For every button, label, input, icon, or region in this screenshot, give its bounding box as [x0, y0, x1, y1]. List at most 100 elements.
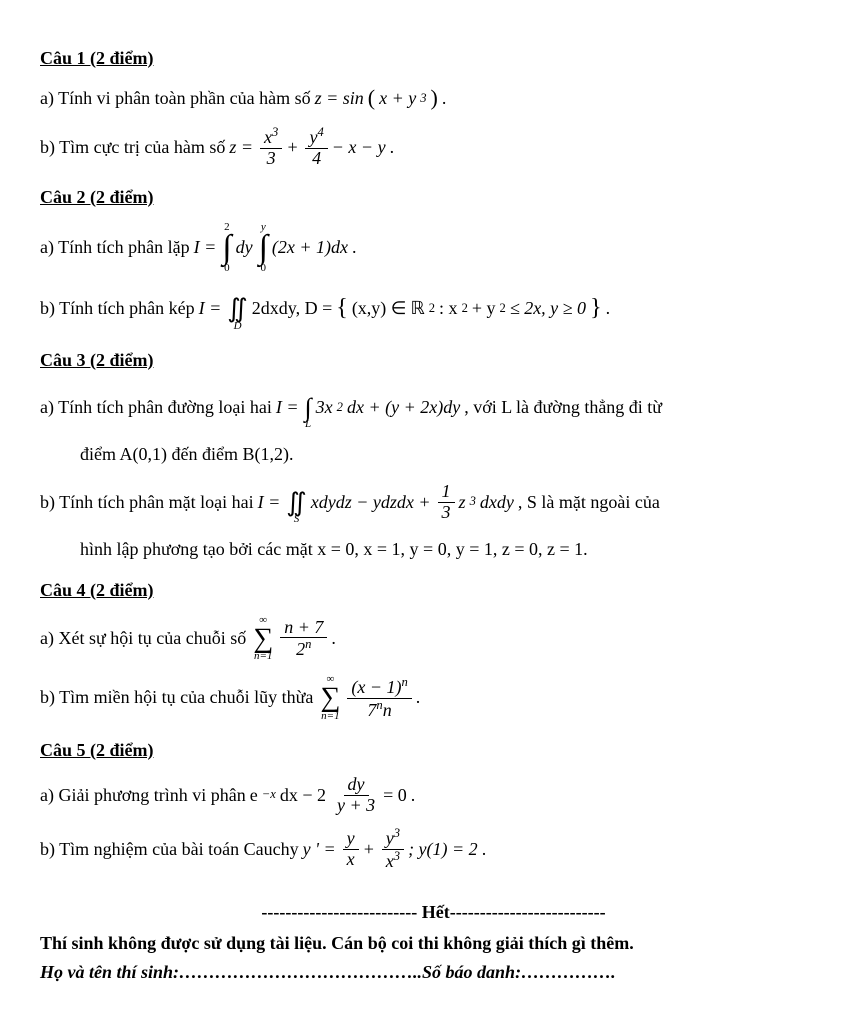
q3-a-line2: điểm A(0,1) đến điểm B(1,2).	[80, 442, 827, 467]
q2-b-pre: b) Tính tích phân kép	[40, 296, 195, 321]
q5-title: Câu 5 (2 điểm)	[40, 738, 827, 763]
q3-a-I: I =	[276, 395, 299, 420]
q5-b-f2n: y	[386, 828, 394, 848]
q2-b-int-sub: D	[234, 321, 242, 332]
q5-a-frac: dy y + 3	[333, 775, 379, 816]
q5-b-f1d: x	[343, 850, 359, 870]
q4-b-num1: (x − 1)	[351, 677, 401, 697]
q4-a-frac: n + 7 2n	[280, 618, 327, 661]
q1-b-post: .	[390, 135, 395, 160]
q5-b-body1: y ' =	[303, 837, 336, 862]
q3-a-pre: a) Tính tích phân đường loại hai	[40, 395, 272, 420]
end-separator: -------------------------- Hết----------…	[40, 900, 827, 925]
q4-a-den1: 2	[296, 639, 305, 659]
q4-b-num-exp: n	[401, 675, 407, 689]
integral-icon: ∫	[259, 233, 268, 264]
q5-a-body3: = 0	[383, 783, 407, 808]
q2-b-iint: ∬ D	[227, 286, 248, 331]
sign-dots2: …………….	[521, 962, 616, 982]
q1-a-zsin: z = sin	[315, 86, 364, 111]
q2-b-brace-close: }	[590, 292, 602, 326]
q3-b-z3: 3	[470, 493, 476, 511]
q3-b-pre: b) Tính tích phân mặt loại hai	[40, 490, 254, 515]
q2-b-R-exp: 2	[429, 300, 435, 318]
q3-b-iint: ∬ S	[286, 480, 307, 525]
sigma-icon: ∑	[320, 685, 340, 710]
integral-icon: ∫	[305, 396, 312, 419]
q1-b-f1n: x	[264, 127, 272, 147]
q3-b-I: I =	[258, 490, 281, 515]
q5-a-num: dy	[344, 775, 369, 796]
q1-b-f1n-exp: 3	[272, 125, 278, 139]
q3-a: a) Tính tích phân đường loại hai I = ∫ L…	[40, 385, 827, 430]
q2-b-R: ℝ	[410, 296, 424, 321]
integral-icon: ∫	[222, 233, 231, 264]
q2-b: b) Tính tích phân kép I = ∬ D 2dxdy, D =…	[40, 286, 827, 331]
q3-b: b) Tính tích phân mặt loại hai I = ∬ S x…	[40, 480, 827, 525]
q2-a-post: .	[352, 235, 357, 260]
q1-a-pre: a) Tính vi phân toàn phần của hàm số	[40, 86, 311, 111]
q5-b-f1n: y	[343, 829, 359, 850]
exam-notice: Thí sinh không được sử dụng tài liệu. Cá…	[40, 931, 827, 956]
q2-b-set-3: + y	[472, 296, 496, 321]
q3-b-body1: xdydz − ydzdx +	[311, 490, 431, 515]
q5-b-f2d-exp: 3	[394, 849, 400, 863]
q3-b-frac: 1 3	[438, 482, 455, 523]
sign-label-name: Họ và tên thí sinh:	[40, 962, 179, 982]
q3-b-line2: hình lập phương tạo bởi các mặt x = 0, x…	[80, 537, 827, 562]
q1-a-exp: 3	[420, 90, 426, 108]
q4-a-num: n + 7	[280, 618, 327, 639]
q2-b-x2: 2	[462, 300, 468, 318]
q1-b-frac2: y4 4	[305, 126, 327, 169]
q3-a-body2: dx + (y + 2x)dy	[347, 395, 460, 420]
q1-b-tail: − x − y	[332, 135, 386, 160]
q5-a-pre: a) Giải phương trình vi phân	[40, 783, 246, 808]
q2-a-int2: y ∫ 0	[259, 222, 268, 275]
q3-b-body2: z	[459, 490, 466, 515]
q3-b-post: , S là mặt ngoài của	[518, 490, 660, 515]
q5-a-den: y + 3	[333, 796, 379, 816]
q5-b-pre: b) Tìm nghiệm của bài toán Cauchy	[40, 837, 299, 862]
double-integral-icon: ∬	[286, 491, 307, 514]
q1-a-xy: x + y	[379, 86, 416, 111]
signature-line: Họ và tên thí sinh:…………………………………..Số báo…	[40, 960, 827, 985]
q4-a-pre: a) Xét sự hội tụ của chuỗi số	[40, 626, 246, 651]
q1-b-plus: +	[286, 135, 298, 160]
q3-a-post: , với L là đường thẳng đi từ	[464, 395, 662, 420]
q2-b-set-1: (x,y) ∈	[352, 296, 407, 321]
sign-dots1: …………………………………..	[179, 962, 422, 982]
q5-a-post: .	[411, 783, 416, 808]
q1-b: b) Tìm cực trị của hàm số z = x3 3 + y4 …	[40, 126, 827, 169]
q2-a-body: (2x + 1)dx	[272, 235, 348, 260]
sign-label-id: Số báo danh:	[422, 962, 521, 982]
q3-b-fn: 1	[438, 482, 455, 503]
q3-a-sq: 2	[337, 399, 343, 417]
q5-b-body2: ; y(1) = 2	[408, 837, 478, 862]
q2-a: a) Tính tích phân lặp I = 2 ∫ 0 dy y ∫ 0…	[40, 222, 827, 275]
q2-a-i1-bot: 0	[224, 263, 230, 274]
q2-a-mid: dy	[236, 235, 253, 260]
q5-b-frac2: y3 x3	[382, 827, 404, 872]
q4-a-post: .	[331, 626, 336, 651]
q5-b-frac1: y x	[343, 829, 359, 870]
q1-b-pre: b) Tìm cực trị của hàm số	[40, 135, 225, 160]
q1-b-f2n-exp: 4	[317, 125, 323, 139]
q4-b: b) Tìm miền hội tụ của chuỗi lũy thừa ∞ …	[40, 674, 827, 721]
q4-a: a) Xét sự hội tụ của chuỗi số ∞ ∑ n=1 n …	[40, 615, 827, 662]
q5-a: a) Giải phương trình vi phân e−x dx − 2 …	[40, 775, 827, 816]
q1-a-post: .	[442, 86, 447, 111]
q4-b-bot: n=1	[321, 711, 339, 722]
q1-b-f1d: 3	[263, 149, 280, 169]
q4-b-post: .	[416, 685, 421, 710]
q2-a-i2-bot: 0	[261, 263, 267, 274]
q5-a-exp1: −x	[262, 786, 276, 804]
q3-title: Câu 3 (2 điểm)	[40, 348, 827, 373]
q4-a-den-exp: n	[305, 637, 311, 651]
q3-b-fd: 3	[438, 503, 455, 523]
q1-b-f2d: 4	[308, 149, 325, 169]
end-sep-pre: --------------------------	[261, 902, 421, 922]
q3-a-int: ∫ L	[305, 385, 312, 430]
q4-b-den2: n	[383, 700, 392, 720]
q4-b-frac: (x − 1)n 7nn	[347, 676, 411, 721]
q2-b-I: I =	[199, 296, 222, 321]
